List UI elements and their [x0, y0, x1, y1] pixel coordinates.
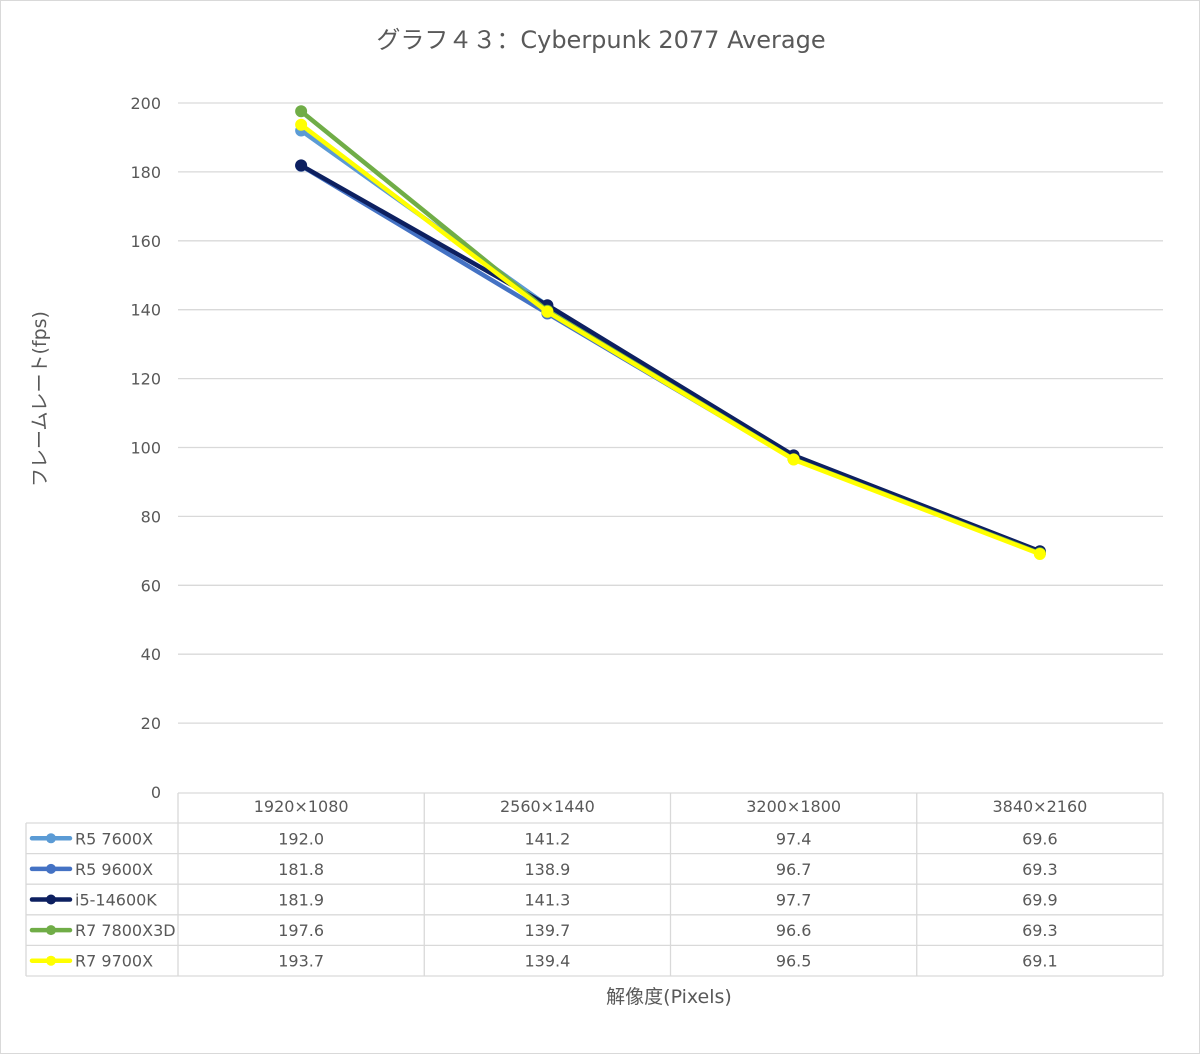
legend-series-name: R5 9600X: [75, 860, 153, 879]
legend-series-name: R7 9700X: [75, 952, 153, 971]
legend-series-name: R7 7800X3D: [75, 921, 176, 940]
data-point: [1033, 547, 1046, 560]
y-tick-label: 80: [141, 507, 161, 526]
data-label: 69.1: [1022, 952, 1058, 971]
legend-key-marker: [46, 955, 56, 966]
y-tick-label: 140: [130, 301, 161, 320]
data-point: [295, 105, 308, 118]
series-line: [298, 122, 1043, 557]
data-label: 96.6: [776, 921, 812, 940]
x-category-label: 3200×1800: [746, 797, 841, 816]
data-point: [541, 305, 554, 318]
y-tick-label: 180: [130, 163, 161, 182]
data-table: 1920×1080 2560×1440 3200×1800 3840×2160 R5 7…: [25, 792, 1164, 977]
data-label: 197.6: [278, 921, 324, 940]
data-label: 181.8: [278, 860, 324, 879]
y-tick-label: 160: [130, 232, 161, 251]
series-4: [295, 118, 1046, 560]
legend-series-name: R5 7600X: [75, 829, 153, 848]
data-label: 138.9: [524, 860, 570, 879]
y-tick-label: 0: [151, 783, 161, 802]
series-3: [295, 105, 1046, 560]
series-line: [298, 163, 1043, 554]
data-label: 96.7: [776, 860, 812, 879]
y-tick-label: 20: [141, 714, 161, 733]
y-tick-label: 60: [141, 576, 161, 595]
legend-key-marker: [46, 894, 56, 905]
data-label: 69.3: [1022, 860, 1058, 879]
legend-series-name: i5-14600K: [75, 891, 157, 910]
series-1: [295, 159, 1046, 560]
y-axis-ticks: 0 20 40 60 80 100 120 140 160 180 200: [130, 94, 161, 802]
y-axis-title: フレームレート(fps): [29, 311, 51, 487]
data-label: 141.3: [524, 891, 570, 910]
legend-key-marker: [46, 833, 56, 844]
data-label: 192.0: [278, 829, 324, 848]
data-label: 141.2: [524, 829, 570, 848]
x-category-label: 1920×1080: [254, 797, 349, 816]
data-point: [787, 453, 800, 466]
series-lines: [295, 105, 1046, 560]
data-label: 69.9: [1022, 891, 1058, 910]
y-tick-label: 120: [130, 370, 161, 389]
data-label: 181.9: [278, 891, 324, 910]
series-line: [298, 109, 1043, 556]
chart-title: グラフ４３：Cyberpunk 2077 Average: [376, 26, 825, 54]
y-tick-label: 40: [141, 645, 161, 664]
data-point: [295, 118, 308, 131]
series-2: [295, 159, 1046, 558]
data-label: 139.7: [524, 921, 570, 940]
x-axis-title: 解像度(Pixels): [606, 986, 732, 1008]
data-label: 139.4: [524, 952, 570, 971]
x-category-label: 3840×2160: [992, 797, 1087, 816]
legend-key-marker: [46, 863, 56, 874]
legend-key-marker: [46, 925, 56, 936]
data-label: 193.7: [278, 952, 324, 971]
x-category-label: 2560×1440: [500, 797, 595, 816]
data-point: [295, 159, 308, 172]
data-label: 96.5: [776, 952, 812, 971]
series-line: [298, 163, 1043, 556]
data-label: 97.4: [776, 829, 812, 848]
data-label: 69.3: [1022, 921, 1058, 940]
series-0: [295, 124, 1046, 559]
data-label: 97.7: [776, 891, 812, 910]
y-tick-label: 100: [130, 439, 161, 458]
gridlines: [178, 102, 1163, 724]
series-line: [298, 128, 1043, 555]
y-tick-label: 200: [130, 94, 161, 113]
data-label: 69.6: [1022, 829, 1058, 848]
